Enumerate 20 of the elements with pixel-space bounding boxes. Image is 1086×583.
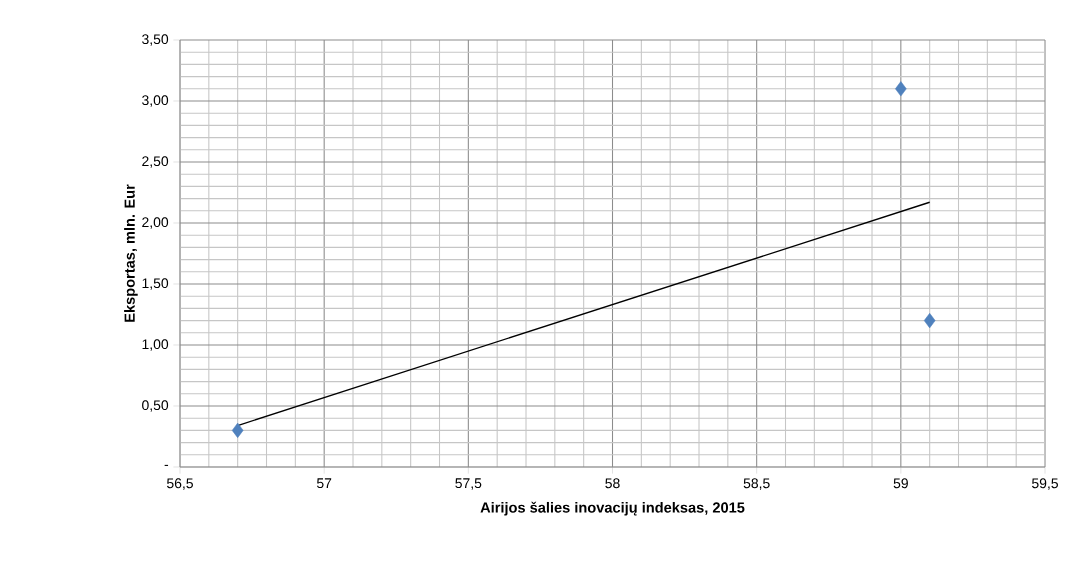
point (923, 313, 936, 329)
x-tick-label: 58,5 (743, 478, 770, 490)
x-tick-label: 57 (316, 478, 332, 489)
y-tick-label: 1,00 (142, 339, 169, 351)
y-tick-label: - (164, 464, 169, 466)
x-tick-label: 56,5 (166, 478, 193, 490)
y-tick-label: 0,50 (142, 400, 169, 412)
x-tick-label: 59 (893, 478, 908, 489)
x-tick-label: 58 (605, 478, 620, 489)
y-tick-label: 3,00 (142, 95, 169, 107)
point (231, 422, 244, 438)
y-tick-label: 3,50 (142, 34, 169, 46)
x-axis-title: Airijos šalies inovacijų indeksas, 2015 (480, 501, 745, 516)
point (895, 81, 907, 97)
y-tick-label: 1,50 (142, 278, 169, 290)
x-tick-label: 57,5 (455, 478, 482, 490)
y-axis-title: Eksportas, mln. Eur (124, 184, 138, 322)
x-tick-label: 59,5 (1032, 478, 1058, 490)
y-tick-label: 2,50 (142, 156, 169, 168)
y-tick-label: 2,00 (142, 217, 169, 229)
